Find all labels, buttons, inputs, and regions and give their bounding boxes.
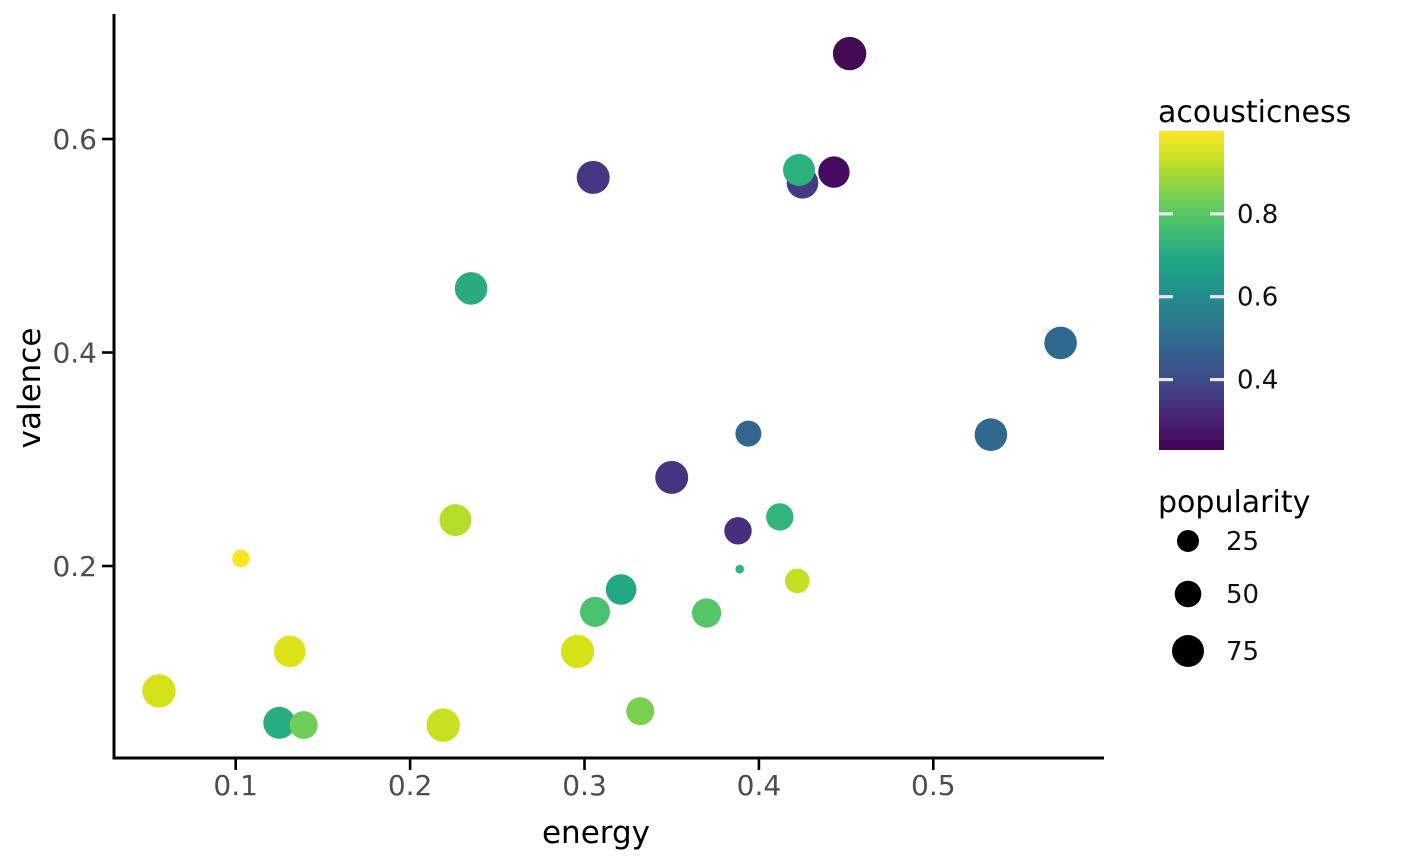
y-axis-title: valence [12,328,48,449]
x-tick-label: 0.3 [562,769,607,802]
data-point [454,272,488,305]
y-axis-ticks: 0.6 0.4 0.2 [52,123,114,583]
data-point [232,549,250,568]
data-point [289,711,318,740]
data-point [974,418,1008,452]
size-legend-label: 25 [1226,527,1259,557]
y-tick-label: 0.4 [52,337,97,370]
data-point [724,517,752,545]
data-point [576,160,610,194]
data-point [263,706,296,739]
size-legend-label: 75 [1226,637,1259,667]
data-point [818,156,850,188]
size-legend-title: popularity [1158,485,1310,520]
x-tick-label: 0.4 [737,769,782,802]
x-axis-ticks: 0.1 0.2 0.3 0.4 0.5 [213,758,956,802]
size-legend-dot [1174,580,1202,608]
x-tick-label: 0.2 [388,769,433,802]
colorbar-ticks: 0.8 0.6 0.4 [1159,200,1278,396]
y-tick-label: 0.6 [52,123,97,156]
data-point [785,568,810,594]
data-point [626,697,655,726]
colorbar-tick-label: 0.6 [1237,283,1278,313]
data-point [426,708,460,742]
size-legend-items: 25 50 75 [1172,527,1259,667]
x-tick-label: 0.5 [911,769,956,802]
data-point [142,674,176,708]
data-points-layer [142,36,1077,742]
data-point [735,420,762,447]
data-point [692,598,722,628]
data-point [1044,326,1077,360]
data-point [783,154,815,186]
data-point [655,460,689,494]
size-legend-label: 50 [1226,580,1259,610]
size-legend-dot [1177,530,1199,552]
y-tick-label: 0.2 [52,550,97,583]
data-point [735,564,744,574]
x-tick-label: 0.1 [213,769,258,802]
colorbar [1159,131,1224,450]
data-point [274,635,306,668]
data-point [560,634,595,669]
data-point [439,504,472,537]
data-point [766,503,794,531]
size-legend-dot [1172,635,1204,667]
colorbar-tick-label: 0.8 [1237,200,1278,230]
x-axis-title: energy [542,815,650,851]
data-point [832,36,867,71]
data-point [580,596,610,627]
color-legend-title: acousticness [1158,95,1351,130]
colorbar-tick-label: 0.4 [1237,366,1278,396]
data-point [605,574,637,605]
